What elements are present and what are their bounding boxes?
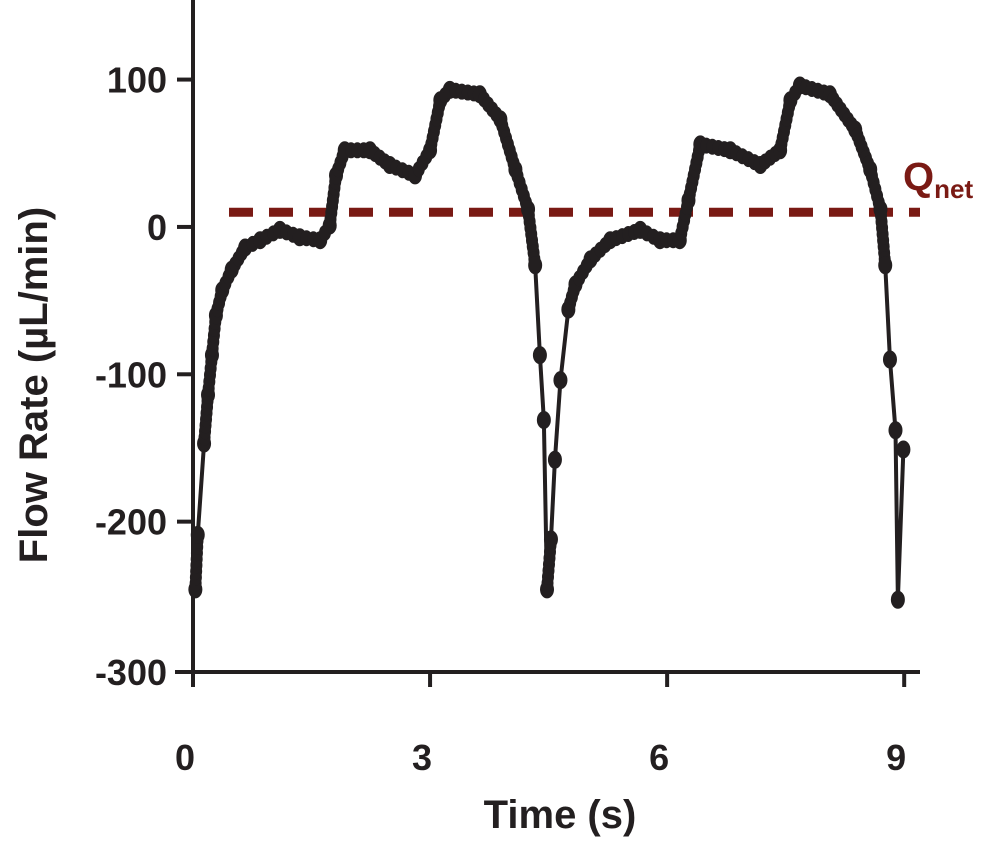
data-layer xyxy=(188,76,920,609)
x-tick-label: 3 xyxy=(412,737,432,778)
data-point xyxy=(547,450,562,469)
y-tick-label: 0 xyxy=(147,207,167,248)
x-tick-label: 0 xyxy=(175,737,195,778)
flow-rate-line xyxy=(193,83,906,602)
y-tick-label: -100 xyxy=(95,354,167,395)
data-point xyxy=(882,350,897,369)
x-tick-label: 9 xyxy=(886,737,906,778)
data-point xyxy=(888,421,903,440)
y-tick-label: -300 xyxy=(95,652,167,693)
data-point xyxy=(878,256,893,275)
y-tick-label: -200 xyxy=(95,502,167,543)
data-point xyxy=(896,440,911,459)
qnet-label: Qnet xyxy=(903,155,973,204)
data-point xyxy=(890,590,905,609)
data-point xyxy=(528,256,543,275)
data-point xyxy=(543,530,558,549)
x-axis-label: Time (s) xyxy=(484,793,637,837)
y-axis-label: Flow Rate (µL/min) xyxy=(12,207,56,563)
data-point xyxy=(536,410,551,429)
x-tick-label: 6 xyxy=(649,737,669,778)
qnet-label-sub: net xyxy=(934,174,973,204)
y-tick-label: 100 xyxy=(107,60,167,101)
data-point xyxy=(553,371,568,390)
qnet-label-main: Q xyxy=(903,155,934,199)
data-point xyxy=(532,346,547,365)
ticks: 100 0 -100 -200 -300 0 3 6 9 xyxy=(95,60,906,778)
